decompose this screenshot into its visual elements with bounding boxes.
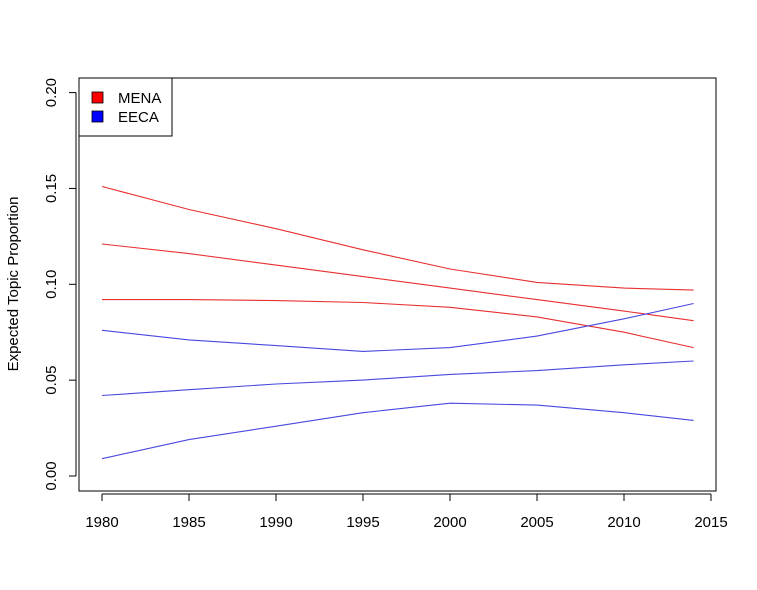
y-tick-label-4: 0.20 (43, 78, 60, 107)
x-tick-label-1985: 1985 (172, 514, 205, 531)
series-line-eeca-6 (101, 402, 694, 460)
legend-label-mena: MENA (118, 90, 161, 107)
plot-area (101, 185, 694, 460)
x-tick-label-2015: 2015 (694, 514, 727, 531)
series-line-eeca-4 (101, 302, 694, 352)
y-axis-title: Expected Topic Proportion (5, 197, 22, 372)
series-line-mena-3 (102, 299, 694, 349)
plot-frame (78, 77, 717, 492)
series-line-eeca-5 (101, 360, 694, 397)
legend: MENA EECA (78, 77, 173, 137)
y-tick-label-2: 0.10 (43, 270, 60, 299)
y-tick-label-1: 0.05 (43, 366, 60, 395)
legend-swatch-mena (91, 91, 104, 104)
x-tick-label-2005: 2005 (520, 514, 553, 531)
y-tick-label-0: 0.00 (43, 461, 60, 490)
x-tick-label-2010: 2010 (607, 514, 640, 531)
x-tick-label-1980: 1980 (85, 514, 118, 531)
legend-label-eeca: EECA (118, 109, 159, 126)
x-tick-label-1995: 1995 (346, 514, 379, 531)
series-line-mena-1 (101, 185, 694, 291)
x-tick-label-1990: 1990 (259, 514, 292, 531)
series-line-mena-2 (101, 243, 694, 322)
legend-swatch-eeca (91, 110, 104, 123)
axes: 1980 1985 1990 1995 2000 2005 2010 2015 0.00 0.05… (43, 77, 728, 531)
legend-box (78, 77, 173, 137)
x-tick-label-2000: 2000 (433, 514, 466, 531)
y-tick-label-3: 0.15 (43, 174, 60, 203)
